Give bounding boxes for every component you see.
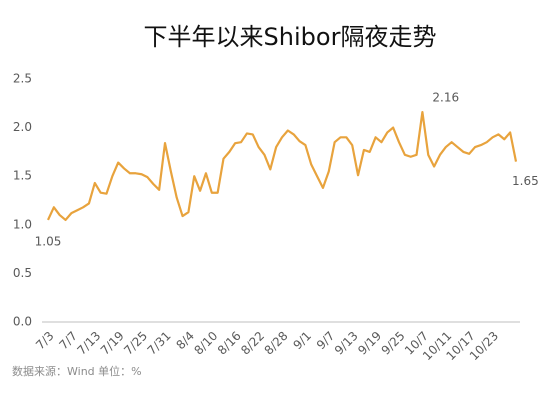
x-tick-label: 7/25 bbox=[121, 329, 150, 358]
y-tick-label: 0.5 bbox=[13, 266, 32, 280]
x-tick-label: 9/25 bbox=[379, 329, 408, 358]
y-tick-label: 2.5 bbox=[13, 72, 32, 86]
chart-title: 下半年以来Shibor隔夜走势 bbox=[144, 23, 437, 51]
y-tick-label: 2.0 bbox=[13, 120, 32, 134]
x-tick-label: 9/19 bbox=[355, 329, 384, 358]
data-label: 1.65 bbox=[512, 174, 539, 188]
data-label: 2.16 bbox=[432, 91, 459, 105]
x-tick-label: 9/13 bbox=[332, 329, 361, 358]
y-tick-label: 1.5 bbox=[13, 169, 32, 183]
x-tick-label: 9/1 bbox=[290, 329, 314, 353]
x-tick-label: 7/19 bbox=[98, 329, 127, 358]
data-label: 1.05 bbox=[35, 234, 62, 248]
x-tick-label: 7/31 bbox=[145, 329, 174, 358]
source-note: 数据来源：Wind 单位：% bbox=[12, 364, 142, 378]
x-tick-label: 7/3 bbox=[33, 329, 57, 353]
x-tick-label: 7/13 bbox=[74, 329, 103, 358]
x-tick-label: 8/16 bbox=[215, 329, 244, 358]
y-tick-label: 0.0 bbox=[13, 315, 32, 329]
y-tick-label: 1.0 bbox=[13, 217, 32, 231]
x-tick-label: 8/22 bbox=[238, 329, 267, 358]
line-series bbox=[47, 110, 518, 222]
x-tick-label: 8/10 bbox=[191, 329, 220, 358]
x-tick-label: 8/28 bbox=[262, 329, 291, 358]
